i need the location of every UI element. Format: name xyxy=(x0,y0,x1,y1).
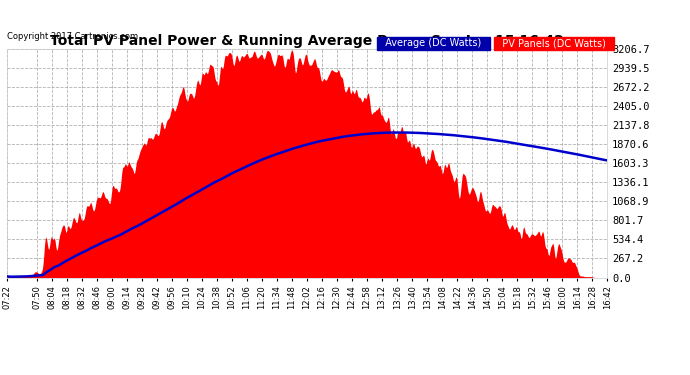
Text: Copyright 2017 Cartronics.com: Copyright 2017 Cartronics.com xyxy=(7,32,138,41)
Title: Total PV Panel Power & Running Average Power Sun Jan 15 16:42: Total PV Panel Power & Running Average P… xyxy=(50,34,564,48)
Text: Average (DC Watts): Average (DC Watts) xyxy=(379,39,488,48)
Text: PV Panels (DC Watts): PV Panels (DC Watts) xyxy=(496,39,612,48)
